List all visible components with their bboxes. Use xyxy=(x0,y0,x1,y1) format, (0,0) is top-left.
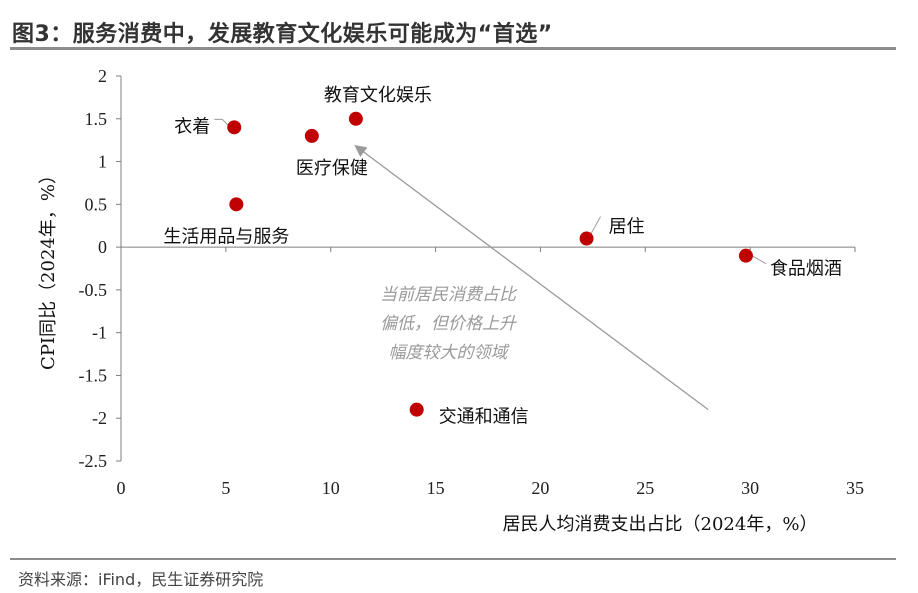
x-tick-label: 0 xyxy=(117,478,126,498)
y-axis-title: CPI同比（2024年，%） xyxy=(38,166,59,370)
footer-rule xyxy=(10,558,896,560)
y-tick-label: -1 xyxy=(92,323,107,343)
data-point xyxy=(229,197,244,212)
y-tick-label: -2 xyxy=(92,408,107,428)
y-tick-label: 0 xyxy=(98,237,107,257)
tick-labels: 2 1.5 1 0.5 0 -0.5 -1 -1.5 -2 -2.5 0 5 10 15 20 25 30 35 xyxy=(79,66,865,498)
annotation-arrow xyxy=(354,144,709,411)
data-point xyxy=(409,402,424,417)
source-note: 资料来源：iFind，民生证券研究院 xyxy=(18,570,264,589)
point-label: 教育文化娱乐 xyxy=(324,85,432,106)
data-point xyxy=(738,248,753,263)
data-point xyxy=(348,111,363,126)
x-tick-label: 15 xyxy=(427,478,445,498)
title-rule xyxy=(10,47,896,50)
x-tick-label: 5 xyxy=(221,478,230,498)
x-tick-label: 10 xyxy=(322,478,340,498)
y-tick-label: -1.5 xyxy=(79,365,108,385)
x-tick-label: 35 xyxy=(846,478,864,498)
axes xyxy=(116,75,856,462)
annotation-line: 当前居民消费占比 xyxy=(380,285,518,305)
y-tick-label: 1 xyxy=(98,152,107,172)
data-point xyxy=(304,128,319,143)
y-tick-label: -0.5 xyxy=(79,280,108,300)
label-leader-line xyxy=(751,255,767,265)
point-label: 交通和通信 xyxy=(439,407,529,428)
point-label: 食品烟酒 xyxy=(770,259,842,280)
point-label: 医疗保健 xyxy=(296,158,368,179)
x-tick-label: 25 xyxy=(636,478,654,498)
point-label: 生活用品与服务 xyxy=(163,226,289,247)
x-tick-label: 20 xyxy=(531,478,549,498)
label-leader-line xyxy=(214,118,229,126)
point-label: 居住 xyxy=(609,217,645,238)
y-tick-label: 1.5 xyxy=(85,109,108,129)
point-label: 衣着 xyxy=(174,116,210,137)
x-axis-title: 居民人均消费支出占比（2024年，%） xyxy=(503,514,818,535)
figure-title: 图3：服务消费中，发展教育文化娱乐可能成为“首选” xyxy=(12,22,553,47)
annotation-line: 幅度较大的领域 xyxy=(389,343,511,363)
y-tick-label: 2 xyxy=(98,66,107,86)
label-leader-line xyxy=(590,216,602,235)
data-point xyxy=(227,120,242,135)
y-tick-label: -2.5 xyxy=(79,451,108,471)
x-tick-label: 30 xyxy=(741,478,759,498)
data-point xyxy=(579,231,594,246)
y-tick-label: 0.5 xyxy=(85,194,108,214)
annotation-line: 偏低，但价格上升 xyxy=(380,314,518,334)
